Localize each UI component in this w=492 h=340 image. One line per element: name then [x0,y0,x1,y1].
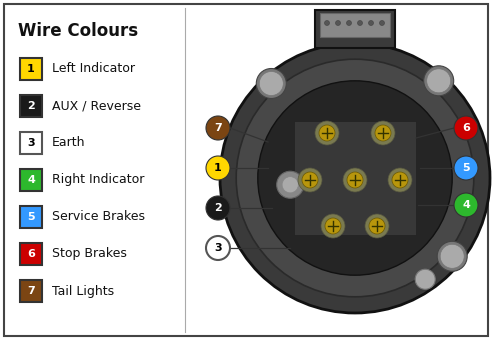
FancyBboxPatch shape [4,4,488,336]
Circle shape [347,172,363,188]
Circle shape [371,121,395,145]
Circle shape [336,20,340,26]
Circle shape [365,214,389,238]
Circle shape [325,20,330,26]
Text: 2: 2 [27,101,35,111]
Bar [20,95,42,117]
Text: 3: 3 [214,243,222,253]
Circle shape [440,244,464,268]
Circle shape [415,269,435,289]
Circle shape [258,81,452,275]
Circle shape [369,20,373,26]
Bar [320,13,390,37]
Circle shape [206,156,230,180]
Text: 6: 6 [462,123,470,133]
Circle shape [321,214,345,238]
Bar [20,169,42,191]
Circle shape [220,43,490,313]
Circle shape [236,59,474,297]
Circle shape [454,116,478,140]
Circle shape [388,168,412,192]
Circle shape [392,172,408,188]
Circle shape [259,71,283,96]
Circle shape [427,69,451,93]
Bar [20,58,42,80]
Circle shape [282,177,298,193]
Circle shape [379,20,385,26]
Text: 5: 5 [462,163,470,173]
Text: 1: 1 [27,64,35,74]
Text: 7: 7 [214,123,222,133]
Bar [294,121,416,235]
Circle shape [375,125,391,141]
Circle shape [454,193,478,217]
Circle shape [206,116,230,140]
Bar [315,10,395,48]
Circle shape [424,66,454,96]
Text: 4: 4 [462,200,470,210]
Text: 2: 2 [214,203,222,213]
Text: Service Brakes: Service Brakes [52,210,145,223]
Circle shape [256,68,286,99]
Circle shape [346,20,351,26]
Text: Wire Colours: Wire Colours [18,22,138,40]
Bar [20,132,42,154]
Circle shape [319,125,335,141]
Circle shape [206,236,230,260]
Text: 1: 1 [214,163,222,173]
Bar [20,243,42,265]
Text: Left Indicator: Left Indicator [52,63,135,75]
Bar [20,280,42,302]
Text: 4: 4 [27,175,35,185]
Text: 5: 5 [27,212,35,222]
Circle shape [369,218,385,234]
Text: 6: 6 [27,249,35,259]
Circle shape [302,172,318,188]
Circle shape [437,241,467,271]
Text: 7: 7 [27,286,35,296]
Bar [20,206,42,228]
Circle shape [343,168,367,192]
Text: AUX / Reverse: AUX / Reverse [52,100,141,113]
Circle shape [358,20,363,26]
Circle shape [277,171,304,198]
Text: Earth: Earth [52,136,86,150]
Text: Right Indicator: Right Indicator [52,173,144,187]
Text: Stop Brakes: Stop Brakes [52,248,127,260]
Text: Tail Lights: Tail Lights [52,285,114,298]
Circle shape [298,168,322,192]
Circle shape [206,196,230,220]
Circle shape [315,121,339,145]
Circle shape [454,156,478,180]
Circle shape [325,218,341,234]
Text: 3: 3 [27,138,35,148]
